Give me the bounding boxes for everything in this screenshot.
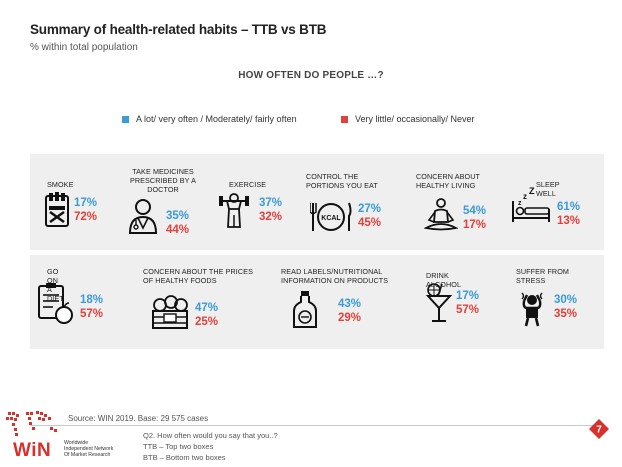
btb-value: 44% xyxy=(166,224,190,236)
ttb-value: 18% xyxy=(80,294,104,306)
legend-ttb-label: A lot/ very often / Moderately/ fairly o… xyxy=(136,114,297,124)
svg-text:Z: Z xyxy=(529,187,535,196)
habit-label: SUFFER FROM STRESS xyxy=(516,267,570,285)
btb-value: 35% xyxy=(554,308,578,320)
habits-row-1: SMOKE 17% 72% TAKE MEDICINES PRESCRIBED … xyxy=(30,154,604,250)
btb-value: 57% xyxy=(80,308,104,320)
ttb-value: 35% xyxy=(166,210,190,222)
ttb-value: 54% xyxy=(463,205,487,217)
bed-sleep-icon: z z Z xyxy=(512,187,550,222)
btb-value: 32% xyxy=(259,211,283,223)
ttb-value: 27% xyxy=(358,203,382,215)
btb-value: 29% xyxy=(338,312,362,324)
habit-label: SMOKE xyxy=(47,180,74,189)
habits-row-2: GO ON A DIET 18% 57% CONCERN ABOUT THE P… xyxy=(30,255,604,349)
question-heading: HOW OFTEN DO PEOPLE …? xyxy=(238,70,384,81)
btb-value: 25% xyxy=(195,316,219,328)
cocktail-icon xyxy=(426,283,452,322)
footer-divider xyxy=(30,425,604,426)
win-logo: WiN xyxy=(13,440,52,461)
footnote-btb: BTB – Bottom two boxes xyxy=(143,453,226,462)
stressed-person-icon xyxy=(521,292,543,327)
svg-text:z: z xyxy=(518,200,522,207)
page-number: 7 xyxy=(596,425,602,436)
doctor-icon xyxy=(128,199,158,234)
bottle-label-icon xyxy=(293,291,317,328)
logo-tagline-line: Independent Network xyxy=(64,446,114,452)
ttb-value: 43% xyxy=(338,298,362,310)
legend-ttb-swatch xyxy=(122,115,129,123)
footnote-question: Q2. How often would you say that you..? xyxy=(143,431,278,440)
habit-label: CONTROL THE PORTIONS YOU EAT xyxy=(306,172,378,190)
habit-label: CONCERN ABOUT THE PRICES OF HEALTHY FOOD… xyxy=(143,267,253,285)
legend-ttb: A lot/ very often / Moderately/ fairly o… xyxy=(122,114,297,124)
diet-checklist-icon xyxy=(38,283,73,324)
logo-tagline-line: Of Market Research xyxy=(64,452,111,458)
source-note: Source: WIN 2019. Base: 29 575 cases xyxy=(68,414,209,423)
page-number-badge: 7 xyxy=(589,419,609,439)
ttb-value: 17% xyxy=(456,290,480,302)
vegetable-box-icon xyxy=(152,295,188,329)
footnotes: Q2. How often would you say that you..? … xyxy=(143,430,278,463)
svg-text:KCAL: KCAL xyxy=(321,215,341,222)
ttb-value: 61% xyxy=(557,201,581,213)
page-title: Summary of health-related habits – TTB v… xyxy=(30,22,327,37)
meditation-icon xyxy=(424,198,458,231)
cigarette-pack-icon xyxy=(45,192,69,227)
habit-label: DRINK ALCOHOL xyxy=(426,271,462,289)
habit-label: GO ON A DIET xyxy=(47,267,64,303)
habit-label: TAKE MEDICINES PRESCRIBED BY A DOCTOR xyxy=(129,167,197,194)
world-map-icon xyxy=(6,411,57,436)
ttb-value: 17% xyxy=(74,197,98,209)
habit-label: SLEEP WELL xyxy=(536,180,560,198)
plate-kcal-icon: KCAL xyxy=(310,202,352,231)
ttb-value: 47% xyxy=(195,302,219,314)
btb-value: 57% xyxy=(456,304,480,316)
ttb-value: 37% xyxy=(259,197,283,209)
legend-btb: Very little/ occasionally/ Never xyxy=(341,114,475,124)
habit-label: EXERCISE xyxy=(229,180,267,189)
legend-btb-swatch xyxy=(341,115,348,123)
svg-text:z: z xyxy=(523,192,527,201)
footnote-ttb: TTB – Top two boxes xyxy=(143,442,214,451)
btb-value: 13% xyxy=(557,215,581,227)
habit-label: CONCERN ABOUT HEALTHY LIVING xyxy=(416,172,480,190)
habit-label: READ LABELS/NUTRITIONAL INFORMATION ON P… xyxy=(281,267,389,285)
btb-value: 72% xyxy=(74,211,98,223)
logo-tagline: Worldwide Independent Network Of Market … xyxy=(64,440,113,458)
weightlifter-icon xyxy=(219,193,249,228)
logo-tagline-line: Worldwide xyxy=(64,440,89,446)
btb-value: 17% xyxy=(463,219,487,231)
btb-value: 45% xyxy=(358,217,382,229)
page-subtitle: % within total population xyxy=(30,42,138,53)
legend-btb-label: Very little/ occasionally/ Never xyxy=(355,114,475,124)
ttb-value: 30% xyxy=(554,294,578,306)
